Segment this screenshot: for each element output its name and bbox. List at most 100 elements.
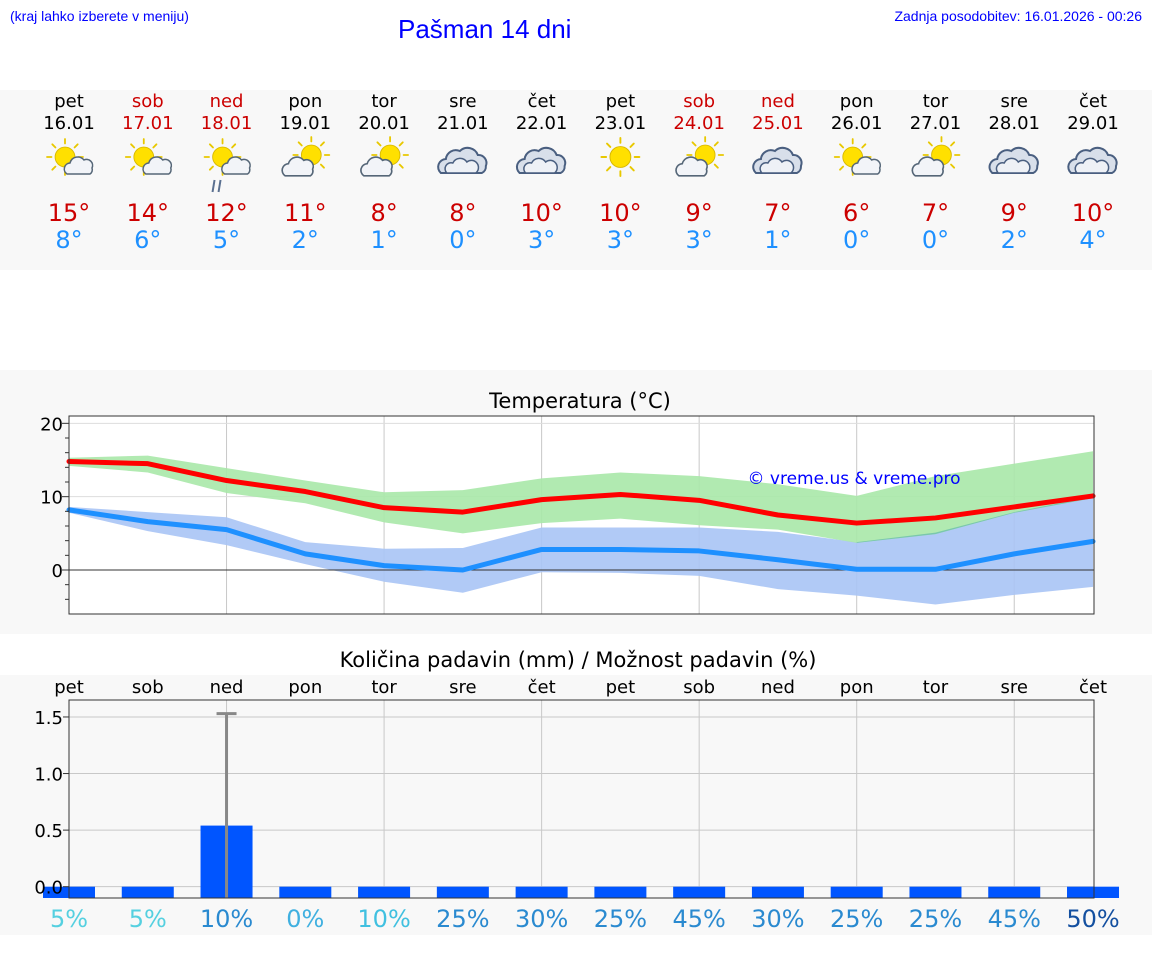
precipitation-ytick-label: 0.0 [34, 878, 63, 899]
precipitation-bar [988, 886, 1041, 898]
precipitation-probability: 45% [672, 905, 725, 933]
min-temp-point [1092, 540, 1094, 542]
day-date: 20.01 [358, 113, 410, 134]
precipitation-bar [121, 886, 174, 898]
precipitation-day-label: sob [132, 677, 164, 698]
min-temp-point [226, 529, 228, 531]
min-temp-point [1013, 553, 1015, 555]
max-temp-point [226, 480, 228, 482]
day-name: ned [761, 91, 795, 112]
cloud-sun-icon [675, 136, 725, 177]
temp-min: 0° [449, 226, 476, 254]
temp-min: 1° [764, 226, 791, 254]
max-temp-point [934, 517, 936, 519]
page-title: Pašman 14 dni [398, 14, 572, 44]
max-temp-point [619, 493, 621, 495]
precipitation-day-label: ned [210, 677, 244, 698]
min-temp-point [856, 568, 858, 570]
precipitation-bar [358, 886, 411, 898]
precipitation-bar [515, 886, 568, 898]
temp-max: 8° [449, 199, 476, 227]
precipitation-bar [279, 886, 332, 898]
cloudy-icon [752, 146, 803, 174]
day-name: pon [840, 91, 874, 112]
temp-max: 10° [520, 199, 563, 227]
precipitation-bar [673, 886, 726, 898]
cloudy-icon [515, 146, 567, 174]
precipitation-probability: 5% [129, 905, 167, 933]
day-date: 18.01 [201, 113, 253, 134]
precipitation-bar [909, 886, 962, 898]
max-temp-point [1013, 506, 1015, 508]
day-date: 16.01 [43, 113, 95, 134]
temp-max: 12° [205, 199, 248, 227]
temp-max: 6° [843, 199, 870, 227]
precipitation-probability: 25% [830, 905, 883, 933]
day-name: sob [683, 91, 715, 112]
temperature-ytick-label: 20 [40, 414, 63, 435]
cloudy-icon [1067, 146, 1118, 174]
min-temp-point [934, 568, 936, 570]
day-name: tor [923, 91, 949, 112]
day-date: 21.01 [437, 113, 489, 134]
day-date: 19.01 [280, 113, 332, 134]
sun-cloud-icon [833, 138, 882, 176]
precipitation-bar [436, 886, 489, 898]
temp-min: 3° [528, 226, 555, 254]
temp-max: 7° [922, 199, 949, 227]
max-temp-point [541, 499, 543, 501]
temp-max: 15° [48, 199, 91, 227]
precipitation-day-label: pet [606, 677, 636, 698]
precipitation-probability: 25% [909, 905, 962, 933]
cloudy-icon [437, 146, 488, 174]
precipitation-probability: 30% [515, 905, 568, 933]
precipitation-day-label: ned [761, 677, 795, 698]
temp-max: 9° [1001, 199, 1028, 227]
precipitation-probability: 25% [436, 905, 489, 933]
temp-min: 0° [922, 226, 949, 254]
day-name: tor [371, 91, 397, 112]
precipitation-day-label: čet [1079, 677, 1107, 698]
temp-min: 2° [292, 226, 319, 254]
precipitation-probability: 50% [1066, 905, 1119, 933]
min-temp-point [777, 559, 779, 561]
precipitation-probability: 45% [988, 905, 1041, 933]
day-name: sre [449, 91, 476, 112]
temp-min: 3° [686, 226, 713, 254]
precipitation-day-label: tor [923, 677, 949, 698]
precipitation-probability: 5% [50, 905, 88, 933]
precipitation-day-label: sre [449, 677, 476, 698]
precipitation-day-label: sob [683, 677, 715, 698]
temp-min: 1° [370, 226, 397, 254]
day-name: pet [54, 91, 84, 112]
min-temp-point [541, 548, 543, 550]
precipitation-bar [1067, 886, 1120, 898]
temperature-ytick-label: 10 [40, 488, 63, 509]
precipitation-ytick-label: 1.0 [34, 765, 63, 786]
precipitation-bar [751, 886, 804, 898]
cloudy-icon [988, 146, 1039, 174]
day-name: pet [606, 91, 636, 112]
location-hint[interactable]: (kraj lahko izberete v meniju) [10, 8, 189, 24]
day-date: 23.01 [595, 113, 647, 134]
max-temp-point [698, 499, 700, 501]
temp-min: 6° [134, 226, 161, 254]
temp-max: 10° [1072, 199, 1115, 227]
precipitation-probability: 25% [594, 905, 647, 933]
day-date: 28.01 [988, 113, 1040, 134]
max-temp-point [462, 511, 464, 513]
min-temp-point [147, 521, 149, 523]
temp-min: 0° [843, 226, 870, 254]
day-date: 27.01 [910, 113, 962, 134]
precipitation-bar [830, 886, 883, 898]
max-temp-point [304, 491, 306, 493]
temp-min: 3° [607, 226, 634, 254]
temp-max: 8° [370, 199, 397, 227]
max-temp-point [147, 463, 149, 465]
min-temp-point [619, 548, 621, 550]
precipitation-day-label: tor [371, 677, 397, 698]
precipitation-day-label: čet [528, 677, 556, 698]
cloud-sun-icon [360, 136, 409, 177]
forecast-days-band [0, 90, 1152, 270]
